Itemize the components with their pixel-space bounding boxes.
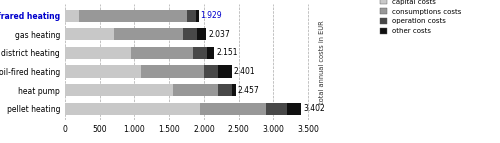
Bar	[218, 65, 232, 78]
Bar	[172, 84, 218, 96]
Bar	[183, 28, 197, 40]
Bar	[208, 47, 214, 59]
Bar	[196, 10, 199, 22]
Bar	[65, 65, 142, 78]
Bar	[266, 103, 287, 115]
Bar	[114, 28, 183, 40]
Text: 2.401: 2.401	[234, 67, 255, 76]
Text: 1.929: 1.929	[200, 11, 222, 20]
Bar	[218, 84, 232, 96]
Legend: capital costs, consumptions costs, operation costs, other costs: capital costs, consumptions costs, opera…	[380, 0, 462, 34]
Bar	[65, 28, 114, 40]
Bar	[232, 84, 235, 96]
Bar	[204, 65, 218, 78]
Bar	[186, 10, 196, 22]
Bar	[200, 103, 266, 115]
Bar	[65, 103, 200, 115]
Bar	[65, 47, 131, 59]
Bar	[65, 84, 172, 96]
Text: 2.457: 2.457	[238, 86, 259, 95]
Y-axis label: total annual costs in EUR: total annual costs in EUR	[319, 20, 325, 104]
Bar	[194, 47, 207, 59]
Bar	[79, 10, 186, 22]
Bar	[287, 103, 301, 115]
Bar	[65, 10, 79, 22]
Bar	[131, 47, 194, 59]
Bar	[197, 28, 206, 40]
Bar	[142, 65, 204, 78]
Text: 3.402: 3.402	[303, 104, 324, 113]
Text: 2.037: 2.037	[208, 30, 230, 39]
Text: 2.151: 2.151	[216, 48, 238, 57]
